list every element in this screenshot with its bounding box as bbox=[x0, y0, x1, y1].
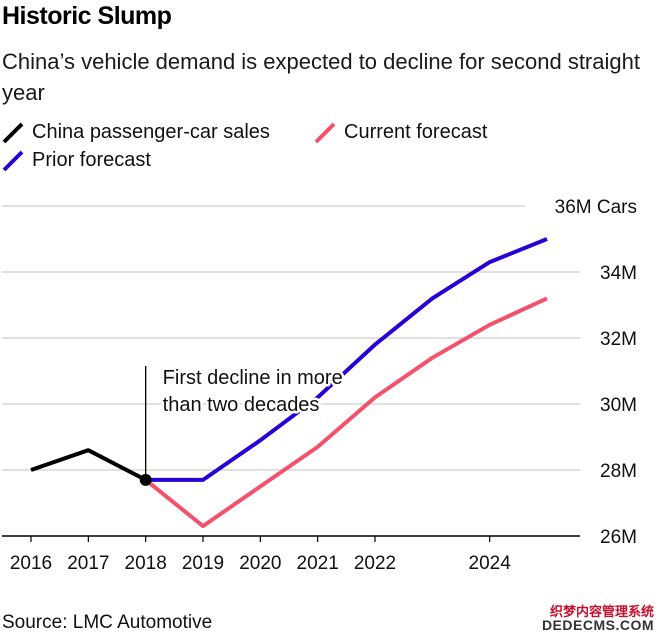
x-tick-label: 2016 bbox=[10, 553, 52, 574]
series-line-sales bbox=[30, 448, 147, 482]
x-tick-label: 2021 bbox=[297, 553, 339, 574]
legend-item-prior-forecast: Prior forecast bbox=[2, 149, 151, 172]
legend-item-current-forecast: Current forecast bbox=[314, 121, 487, 144]
series-line-current-forecast bbox=[144, 296, 548, 529]
y-tick-label: 26M bbox=[600, 527, 637, 548]
legend-label-current-forecast: Current forecast bbox=[344, 121, 488, 143]
x-tick-label: 2020 bbox=[239, 553, 281, 574]
annotation-text-halo: than two decades bbox=[163, 394, 320, 416]
y-tick-label: 28M bbox=[600, 461, 637, 482]
blue-line-icon bbox=[2, 150, 24, 171]
legend-item-sales: China passenger-car sales bbox=[2, 121, 270, 144]
y-tick-label: 34M bbox=[600, 263, 637, 284]
x-tick-label: 2022 bbox=[354, 553, 396, 574]
y-tick-label: 30M bbox=[600, 395, 637, 416]
x-tick-label: 2017 bbox=[67, 553, 109, 574]
annotation-text: than two decades bbox=[163, 394, 320, 416]
chart-title: Historic Slump bbox=[2, 2, 172, 30]
annotation-point bbox=[139, 473, 152, 486]
legend-label-prior-forecast: Prior forecast bbox=[32, 149, 151, 171]
y-tick-label: 36M Cars bbox=[555, 197, 637, 218]
x-tick-label: 2018 bbox=[125, 553, 167, 574]
red-line-icon bbox=[314, 122, 336, 143]
x-tick-label: 2024 bbox=[469, 553, 512, 574]
source-note: Source: LMC Automotive bbox=[2, 612, 213, 633]
x-tick-label: 2019 bbox=[182, 553, 224, 574]
black-line-icon bbox=[2, 122, 24, 143]
annotation-text-halo: First decline in more bbox=[163, 367, 343, 389]
annotation-text: First decline in more bbox=[163, 367, 343, 389]
legend-label-sales: China passenger-car sales bbox=[32, 121, 270, 143]
watermark-en: DEDECMS.COM bbox=[541, 617, 654, 633]
y-tick-label: 32M bbox=[600, 329, 637, 350]
watermark-cn: 织梦内容管理系统 bbox=[549, 604, 654, 619]
chart-subtitle: China’s vehicle demand is expected to de… bbox=[2, 49, 640, 105]
series-line-prior-forecast bbox=[145, 237, 548, 482]
